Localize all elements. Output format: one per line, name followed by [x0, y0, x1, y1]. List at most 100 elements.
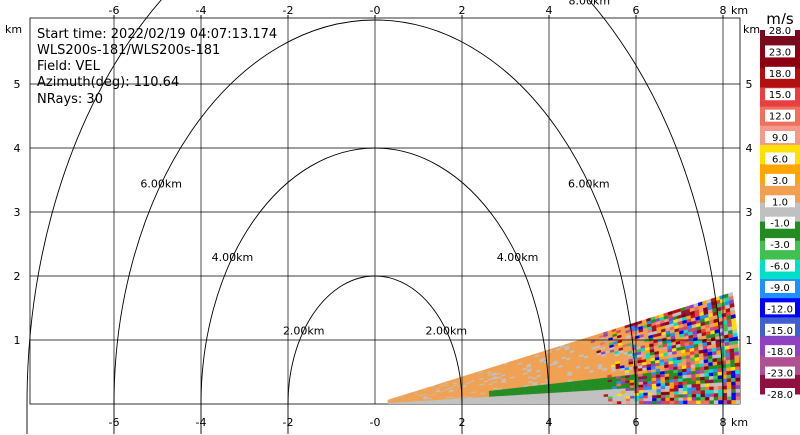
velocity-cell — [594, 387, 600, 391]
velocity-cell — [643, 398, 649, 402]
velocity-cell — [730, 359, 736, 364]
velocity-cell — [423, 403, 428, 404]
velocity-cell — [682, 391, 688, 395]
velocity-cell — [699, 366, 705, 371]
velocity-cell — [651, 380, 657, 385]
velocity-cell — [581, 390, 587, 394]
velocity-cell — [726, 385, 732, 390]
colorbar-label: -15.0 — [767, 326, 793, 337]
x-tick-label-bottom: 6 — [633, 416, 640, 429]
velocity-cell — [691, 387, 697, 392]
velocity-cell — [621, 396, 627, 400]
velocity-cell — [638, 379, 644, 383]
velocity-cell — [718, 400, 723, 404]
velocity-cell — [652, 398, 657, 402]
velocity-cell — [436, 403, 442, 404]
velocity-cell — [590, 399, 596, 402]
velocity-cell — [687, 400, 693, 404]
velocity-cell — [691, 400, 697, 404]
velocity-cell — [713, 382, 719, 387]
velocity-cell — [660, 382, 666, 387]
velocity-cell — [599, 392, 604, 395]
velocity-cell — [726, 378, 732, 383]
nrays-text: NRays: 30 — [37, 92, 103, 107]
velocity-cell — [669, 382, 675, 386]
velocity-cell — [630, 401, 635, 404]
velocity-cell — [687, 394, 693, 398]
velocity-cell — [700, 386, 706, 391]
x-tick-label-bottom: 2 — [459, 416, 466, 429]
velocity-cell — [730, 363, 736, 368]
velocity-cell — [634, 384, 640, 389]
velocity-cell — [638, 390, 644, 394]
tick-labels: -6 -6 -4 -4 -2 -2 -0 -0 2 2 4 4 6 6 8 8 1 1 2 2 3 3 4 4 5 5 km km km… — [5, 4, 760, 429]
velocity-cell — [673, 375, 679, 380]
velocity-cell — [660, 397, 666, 402]
velocity-cell — [564, 399, 569, 403]
velocity-cell — [643, 389, 648, 394]
velocity-cell — [542, 400, 547, 403]
velocity-cell — [674, 400, 679, 404]
velocity-cell — [727, 396, 732, 401]
velocity-cell — [449, 403, 455, 404]
velocity-cell — [678, 384, 684, 389]
velocity-cell — [520, 400, 525, 403]
velocity-cell — [677, 372, 683, 377]
velocity-cell — [682, 394, 688, 398]
colorbar-label: 18.0 — [769, 69, 791, 80]
velocity-cell — [725, 359, 731, 365]
radial-velocity-field — [387, 292, 740, 404]
velocity-cell — [708, 375, 714, 381]
velocity-cell — [656, 380, 661, 384]
colorbar-label-bg — [765, 280, 795, 293]
velocity-cell — [713, 389, 719, 394]
velocity-cell — [577, 397, 582, 400]
velocity-cell — [691, 397, 697, 401]
velocity-cell — [691, 384, 697, 388]
velocity-cell — [717, 382, 723, 387]
colorbar-label-bg — [765, 388, 795, 400]
velocity-cell — [691, 390, 697, 395]
velocity-cell — [594, 399, 600, 402]
velocity-cell — [669, 397, 675, 402]
velocity-cell — [594, 396, 600, 400]
x-unit-label-bottom: km — [731, 416, 748, 429]
y-tick-label-right: 3 — [746, 206, 753, 219]
velocity-cell — [660, 376, 666, 381]
velocity-cell — [564, 397, 569, 401]
velocity-cell — [704, 393, 710, 398]
y-tick-label-left: 4 — [14, 142, 21, 155]
velocity-cell — [665, 400, 671, 404]
velocity-cell — [647, 395, 653, 399]
colorbar-label-bg — [765, 216, 795, 229]
velocity-cell — [471, 402, 477, 404]
velocity-cell — [643, 401, 649, 404]
velocity-cell — [506, 401, 512, 403]
y-unit-label-right: km — [743, 23, 760, 36]
velocity-cell — [577, 399, 582, 403]
x-tick-label-top: -0 — [370, 4, 381, 17]
velocity-cell — [678, 381, 684, 386]
velocity-cell — [621, 388, 626, 392]
colorbar-label-bg — [765, 323, 795, 336]
velocity-cell — [713, 400, 719, 404]
velocity-cell — [695, 377, 701, 382]
velocity-cell — [727, 400, 732, 404]
range-rings: 2.00km 2.00km 4.00km 4.00km 6.00km 6.00km 8.00… — [26, 0, 724, 434]
station-text: WLS200s-181/WLS200s-181 — [37, 43, 221, 58]
velocity-cell — [493, 402, 499, 404]
velocity-cell — [541, 396, 547, 400]
velocity-cell — [673, 378, 679, 383]
velocity-cell — [515, 402, 521, 404]
velocity-cell — [700, 397, 706, 401]
velocity-cell — [665, 385, 670, 390]
velocity-cell — [655, 374, 661, 379]
velocity-cell — [524, 402, 530, 404]
velocity-cell — [603, 391, 609, 395]
velocity-cell — [735, 392, 740, 397]
velocity-cell — [594, 392, 600, 396]
velocity-cell — [612, 388, 618, 392]
velocity-cell — [699, 369, 705, 375]
velocity-cell — [700, 400, 706, 404]
velocity-cell — [616, 383, 622, 387]
